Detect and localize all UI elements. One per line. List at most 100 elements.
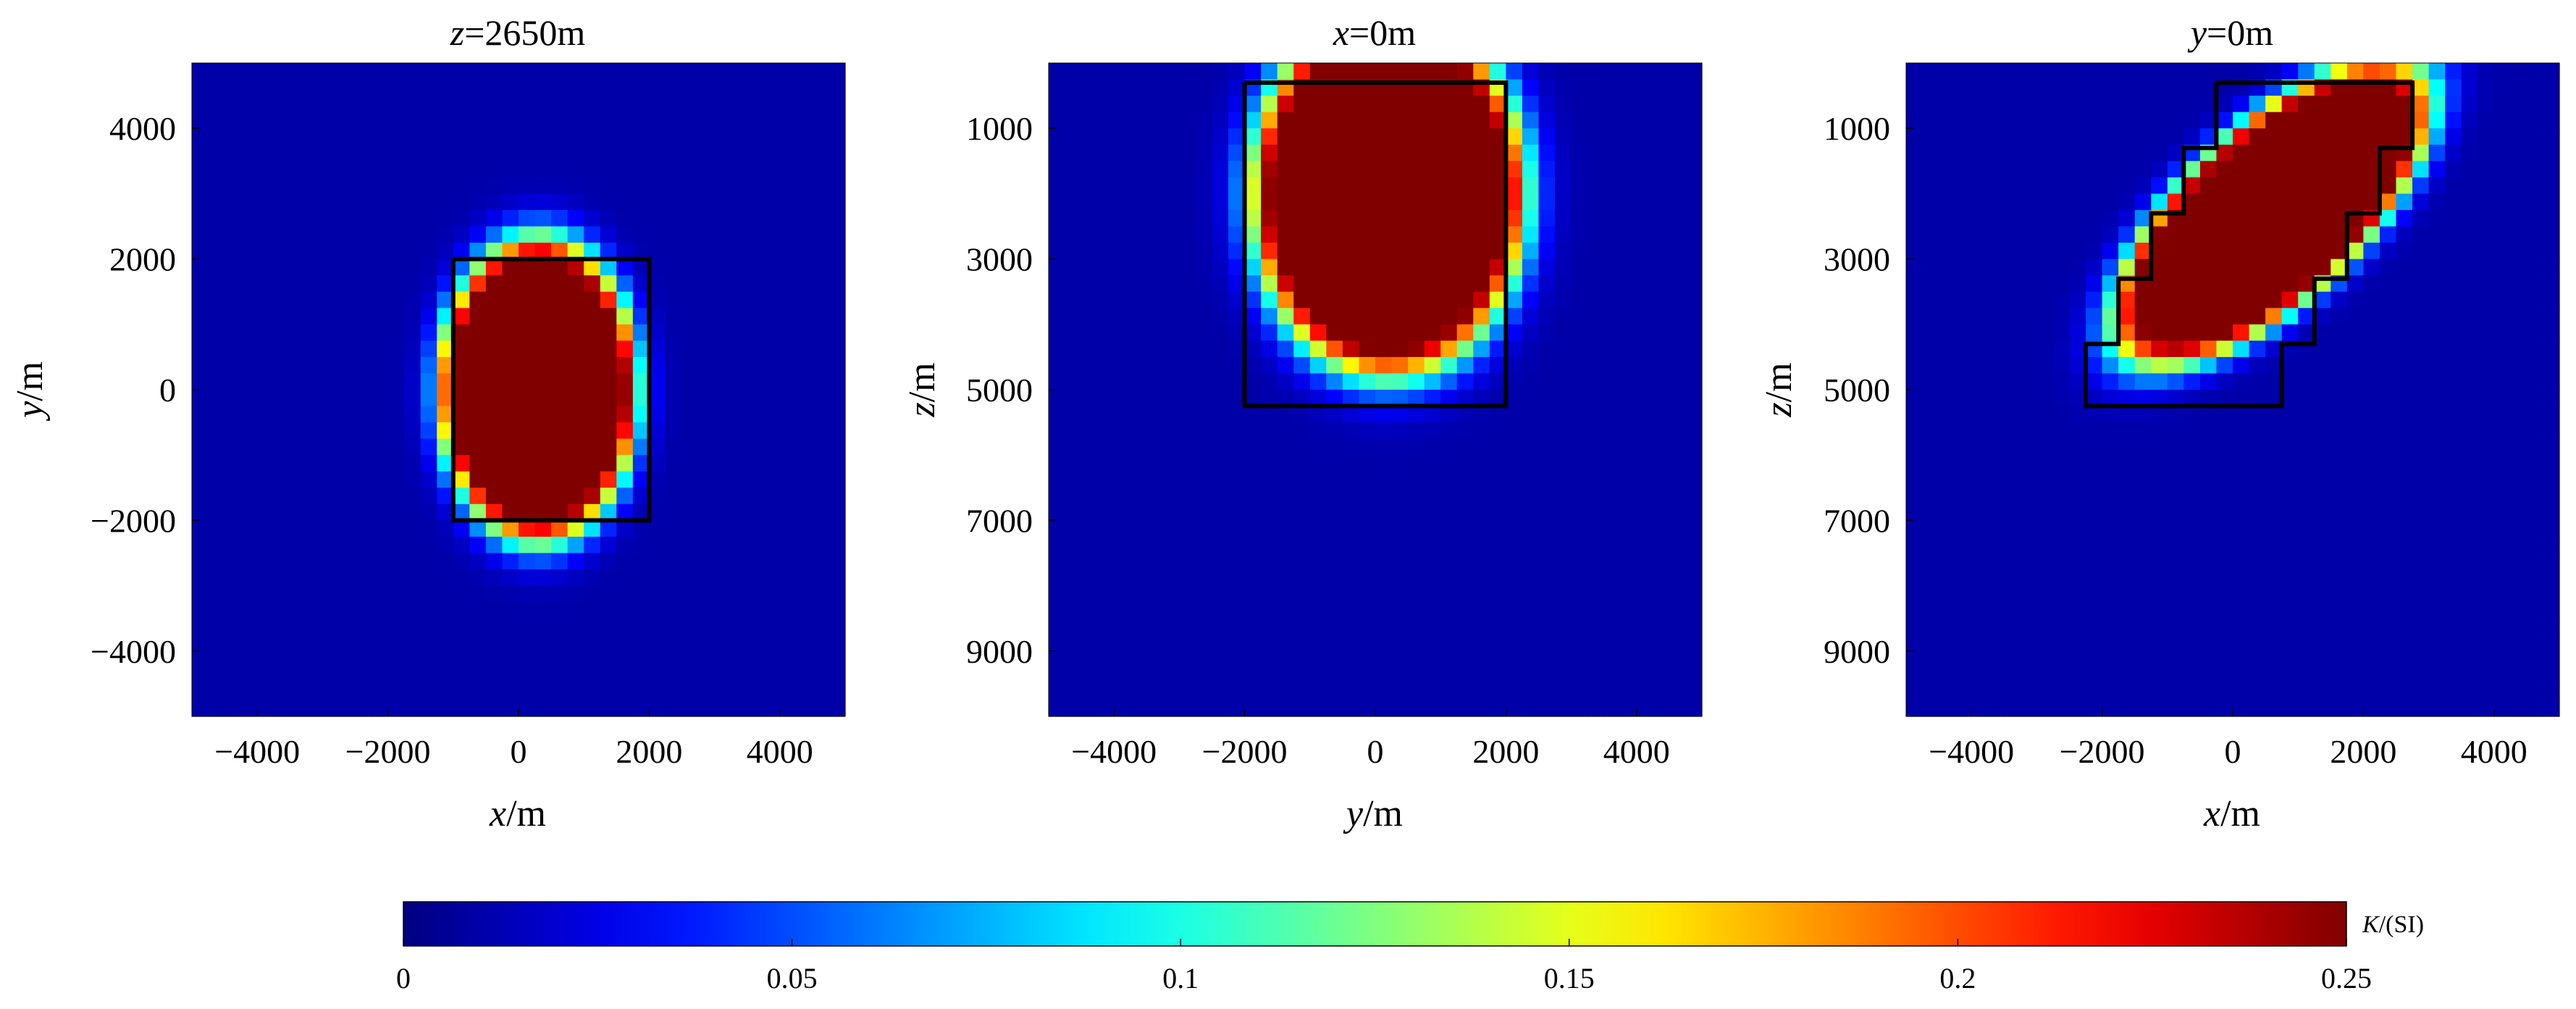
heatmap-cell — [1261, 650, 1278, 668]
heatmap-cell — [2346, 128, 2364, 146]
heatmap-cell — [1342, 520, 1360, 537]
heatmap-cell — [1408, 308, 1425, 325]
heatmap-cell — [1309, 63, 1327, 80]
heatmap-cell — [2314, 209, 2331, 227]
heatmap-cell — [519, 177, 536, 194]
heatmap-cell — [2526, 390, 2544, 407]
heatmap-cell — [1620, 503, 1637, 521]
heatmap-cell — [616, 536, 634, 554]
heatmap-cell — [1097, 585, 1115, 603]
heatmap-cell — [2151, 259, 2168, 276]
heatmap-cell — [1244, 291, 1262, 309]
heatmap-cell — [1179, 291, 1196, 309]
heatmap-cell — [2314, 438, 2331, 456]
heatmap-cell — [665, 700, 683, 717]
heatmap-cell — [1277, 226, 1294, 243]
heatmap-cell — [1424, 455, 1441, 472]
heatmap-cell — [453, 193, 470, 211]
heatmap-cell — [551, 503, 569, 521]
heatmap-cell — [2478, 503, 2495, 521]
heatmap-cell — [1636, 63, 1653, 80]
heatmap-cell — [1195, 585, 1213, 603]
heatmap-cell — [731, 128, 748, 146]
heatmap-cell — [2510, 243, 2527, 260]
heatmap-cell — [1522, 536, 1540, 554]
heatmap-cell — [632, 96, 650, 113]
heatmap-cell — [1212, 112, 1229, 129]
heatmap-cell — [290, 340, 307, 358]
heatmap-cell — [600, 635, 617, 652]
heatmap-cell — [420, 667, 437, 684]
heatmap-cell — [240, 390, 258, 407]
heatmap-cell — [208, 390, 225, 407]
heatmap-cell — [1081, 553, 1099, 570]
heatmap-cell — [1971, 650, 1989, 668]
heatmap-cell — [1212, 96, 1229, 113]
heatmap-cell — [2412, 487, 2430, 505]
heatmap-cell — [2086, 438, 2103, 456]
heatmap-cell — [1538, 193, 1556, 211]
heatmap-cell — [469, 585, 487, 603]
heatmap-cell — [192, 700, 209, 717]
heatmap-cell — [1212, 373, 1229, 390]
heatmap-cell — [2363, 96, 2380, 113]
heatmap-cell — [2330, 112, 2348, 129]
heatmap-cell — [2118, 503, 2136, 521]
heatmap-cell — [338, 390, 356, 407]
heatmap-cell — [306, 700, 323, 717]
heatmap-cell — [2330, 259, 2348, 276]
heatmap-cell — [2134, 324, 2152, 341]
heatmap-cell — [731, 650, 748, 668]
heatmap-cell — [1522, 373, 1540, 390]
heatmap-cell — [2036, 275, 2054, 293]
heatmap-cell — [257, 635, 274, 652]
heatmap-cell — [796, 275, 813, 293]
heatmap-cell — [453, 650, 470, 668]
heatmap-cell — [763, 259, 781, 276]
heatmap-cell — [2004, 275, 2021, 293]
heatmap-cell — [273, 650, 290, 668]
heatmap-cell — [1939, 79, 1956, 96]
heatmap-cell — [1081, 683, 1099, 701]
heatmap-cell — [763, 243, 781, 260]
heatmap-cell — [828, 618, 846, 635]
heatmap-cell — [502, 700, 519, 717]
heatmap-cell — [796, 585, 813, 603]
heatmap-cell — [2265, 373, 2283, 390]
heatmap-cell — [404, 79, 421, 96]
heatmap-cell — [714, 226, 731, 243]
heatmap-cell — [1081, 373, 1099, 390]
heatmap-cell — [1049, 275, 1066, 293]
heatmap-cell — [747, 390, 764, 407]
heatmap-cell — [1146, 406, 1164, 423]
heatmap-cell — [1146, 226, 1164, 243]
heatmap-cell — [649, 161, 666, 178]
heatmap-cell — [306, 390, 323, 407]
heatmap-cell — [2461, 79, 2478, 96]
heatmap-cell — [2151, 487, 2168, 505]
heatmap-cell — [2249, 356, 2266, 374]
heatmap-cell — [1489, 520, 1506, 537]
heatmap-cell — [372, 569, 389, 587]
heatmap-cell — [2363, 128, 2380, 146]
heatmap-cell — [485, 259, 503, 276]
heatmap-cell — [2216, 667, 2233, 684]
heatmap-cell — [2363, 438, 2380, 456]
heatmap-cell — [1261, 553, 1278, 570]
heatmap-cell — [1685, 569, 1703, 587]
heatmap-cell — [372, 520, 389, 537]
heatmap-cell — [240, 177, 258, 194]
heatmap-cell — [747, 209, 764, 227]
heatmap-cell — [519, 683, 536, 701]
heatmap-cell — [681, 161, 699, 178]
heatmap-cell — [1114, 373, 1131, 390]
heatmap-cell — [2004, 308, 2021, 325]
heatmap-cell — [616, 209, 634, 227]
heatmap-cell — [2363, 471, 2380, 488]
heatmap-cell — [2428, 193, 2446, 211]
heatmap-cell — [1179, 455, 1196, 472]
heatmap-cell — [1195, 161, 1213, 178]
heatmap-cell — [2183, 602, 2201, 619]
heatmap-cell — [1906, 667, 1923, 684]
heatmap-cell — [2379, 161, 2397, 178]
